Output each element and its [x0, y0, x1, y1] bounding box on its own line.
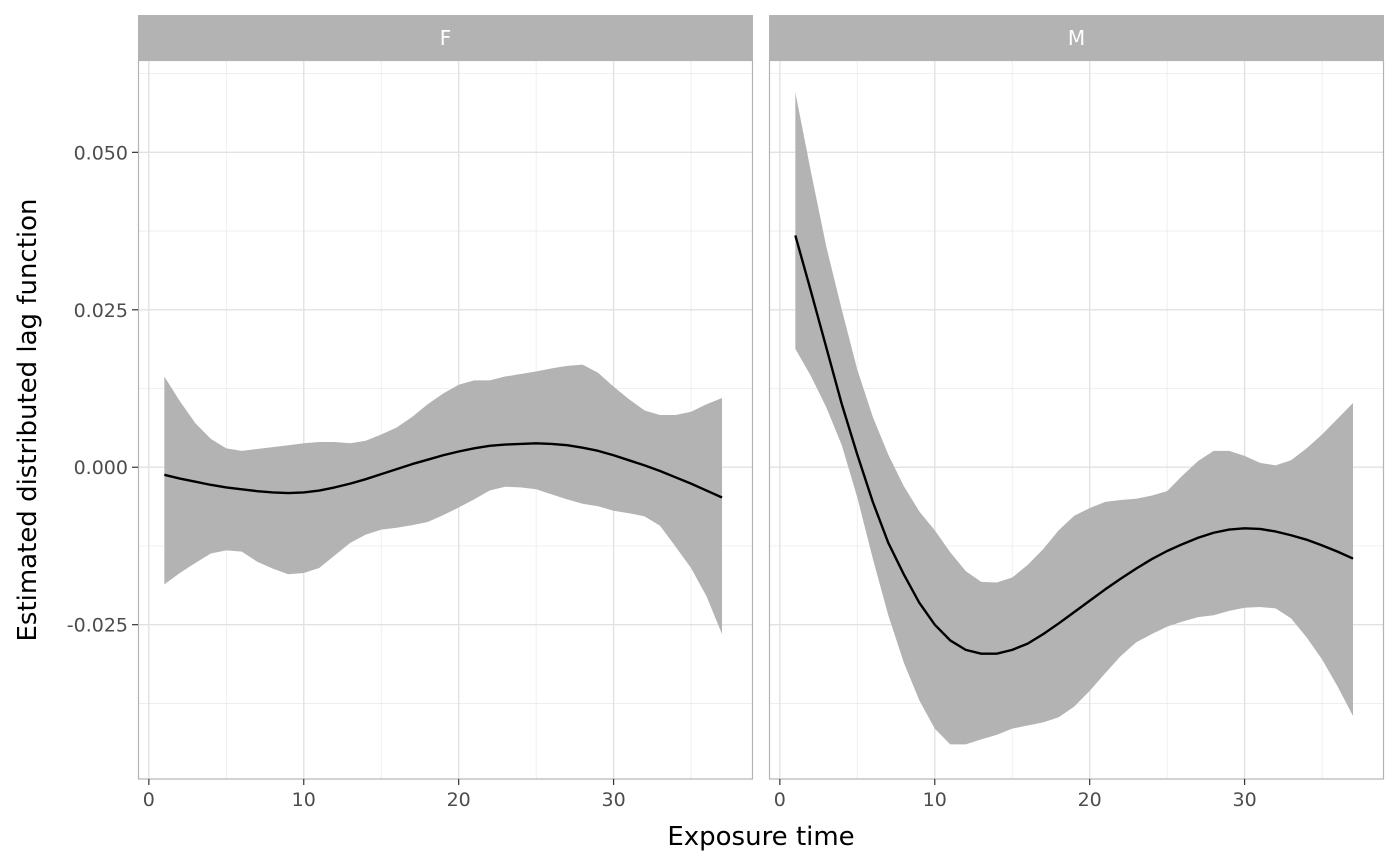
- estimate-line-F: [164, 442, 723, 499]
- y-axis-ticks: 0.050 0.025 0.000 -0.025: [67, 142, 138, 637]
- panels: F 0 10 20 30 M 0 10 20 30: [137, 15, 1385, 811]
- facet-label-M: M: [1068, 26, 1085, 50]
- y-tick-label: 0.025: [74, 300, 128, 322]
- x-tick-label: 10: [923, 789, 947, 811]
- x-axis-title: Exposure time: [667, 822, 854, 852]
- facet-label-F: F: [440, 26, 452, 50]
- panel-M: M 0 10 20 30: [768, 15, 1385, 811]
- y-tick-label: -0.025: [67, 615, 128, 637]
- confidence-band-F: [164, 364, 723, 635]
- y-tick-label: 0.050: [74, 142, 128, 164]
- panel-border: [768, 59, 1385, 780]
- x-tick-label: 0: [143, 789, 155, 811]
- facet-strip-M: [769, 15, 1384, 60]
- x-tick-label: 10: [292, 789, 316, 811]
- y-tick-label: 0.000: [74, 457, 128, 479]
- x-tick-label: 20: [447, 789, 471, 811]
- x-tick-label: 0: [774, 789, 786, 811]
- x-tick-label: 20: [1078, 789, 1102, 811]
- confidence-band-M: [795, 92, 1354, 745]
- panel-F: F 0 10 20 30: [137, 15, 754, 811]
- x-tick-label: 30: [1232, 789, 1256, 811]
- estimate-line-M: [794, 235, 1354, 655]
- panel-border: [137, 59, 754, 780]
- y-axis-title: Estimated distributed lag function: [13, 198, 43, 641]
- facet-strip-F: [138, 15, 753, 60]
- x-tick-label: 30: [601, 789, 625, 811]
